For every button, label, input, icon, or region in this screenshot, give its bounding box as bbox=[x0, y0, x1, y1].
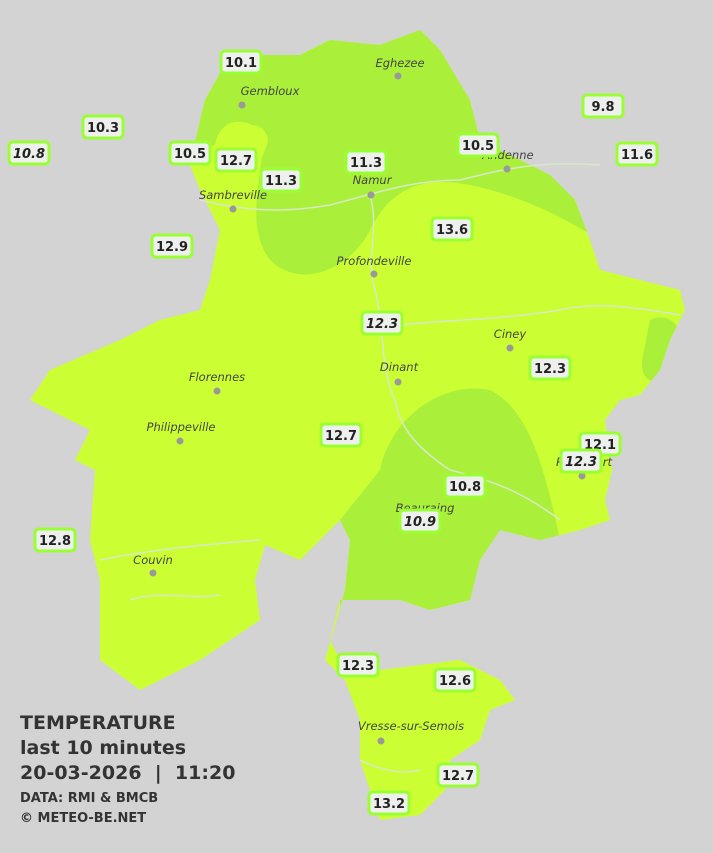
station-box bbox=[367, 790, 411, 816]
station-temperature: 12.9 bbox=[156, 240, 188, 255]
city-label: Namur bbox=[353, 173, 393, 187]
station-temperature: 10.1 bbox=[225, 56, 257, 71]
station-temperature: 11.6 bbox=[621, 148, 653, 163]
station-temperature: 13.2 bbox=[373, 797, 405, 812]
station-temperature: 12.7 bbox=[220, 154, 252, 169]
station-temperature: 11.3 bbox=[265, 174, 297, 189]
station-temperature: 10.9 bbox=[404, 515, 436, 530]
station-box bbox=[168, 140, 212, 166]
station-box bbox=[81, 114, 125, 140]
station-box bbox=[214, 147, 258, 173]
station-box bbox=[344, 149, 388, 175]
station-temperature: 12.7 bbox=[442, 769, 474, 784]
station-temperature: 12.7 bbox=[325, 429, 357, 444]
station-box bbox=[456, 132, 500, 158]
station-box bbox=[615, 141, 659, 167]
rivers bbox=[99, 162, 681, 773]
station-box bbox=[219, 49, 263, 75]
city-dot bbox=[506, 344, 514, 352]
station-box bbox=[398, 508, 442, 534]
city-label: Ciney bbox=[494, 327, 527, 341]
station-temperature: 11.3 bbox=[350, 156, 382, 171]
station-box bbox=[319, 422, 363, 448]
station-temperature: 10.3 bbox=[87, 121, 119, 136]
station-box bbox=[33, 527, 77, 553]
city-dot bbox=[503, 165, 511, 173]
station-temperature: 12.3 bbox=[534, 362, 566, 377]
city-dot bbox=[149, 569, 157, 577]
city-dot bbox=[377, 737, 385, 745]
station-box bbox=[581, 93, 625, 119]
station-box bbox=[259, 167, 303, 193]
city-label: Sambreville bbox=[199, 188, 267, 202]
city-dot bbox=[367, 191, 375, 199]
legend-period: last 10 minutes bbox=[20, 737, 187, 759]
legend-source: DATA: RMI & BMCB bbox=[20, 791, 159, 806]
station-temperature: 10.5 bbox=[174, 147, 206, 162]
station-temperature: 9.8 bbox=[591, 100, 614, 115]
city-dot bbox=[229, 205, 237, 213]
station-box bbox=[7, 140, 51, 166]
city-label: Dinant bbox=[380, 360, 419, 374]
station-temperature: 10.8 bbox=[13, 147, 45, 162]
city-dot bbox=[176, 437, 184, 445]
station-temperature: 12.6 bbox=[439, 674, 471, 689]
station-box bbox=[443, 473, 487, 499]
legend-datetime: 20-03-2026 | 11:20 bbox=[20, 762, 236, 784]
city-dot bbox=[394, 378, 402, 386]
city-label: Profondeville bbox=[337, 254, 412, 268]
city-dot bbox=[213, 387, 221, 395]
city-label: Philippeville bbox=[147, 420, 216, 434]
city-dot bbox=[238, 101, 246, 109]
station-box bbox=[430, 216, 474, 242]
city-dot bbox=[394, 72, 402, 80]
city-label: Vresse-sur-Semois bbox=[358, 719, 464, 733]
station-temperature: 12.3 bbox=[565, 455, 597, 470]
city-dot bbox=[370, 270, 378, 278]
city-label: Eghezee bbox=[375, 56, 424, 70]
station-box bbox=[150, 233, 194, 259]
station-box bbox=[433, 667, 477, 693]
station-temperature: 10.8 bbox=[449, 480, 481, 495]
station-box bbox=[559, 448, 603, 474]
station-temperature: 12.3 bbox=[342, 659, 374, 674]
station-box bbox=[336, 652, 380, 678]
station-temperature: 13.6 bbox=[436, 223, 468, 238]
station-box bbox=[528, 355, 572, 381]
city-label: Gembloux bbox=[241, 84, 300, 98]
legend-title: TEMPERATURE bbox=[20, 712, 176, 734]
station-box bbox=[436, 762, 480, 788]
station-box bbox=[360, 310, 404, 336]
station-temperature: 12.8 bbox=[39, 534, 71, 549]
station-temperature: 10.5 bbox=[462, 139, 494, 154]
city-dot bbox=[578, 472, 586, 480]
legend-credit: © METEO-BE.NET bbox=[20, 811, 147, 826]
station-temperature: 12.3 bbox=[366, 317, 398, 332]
city-label: Couvin bbox=[133, 553, 173, 567]
city-label: Florennes bbox=[189, 370, 245, 384]
